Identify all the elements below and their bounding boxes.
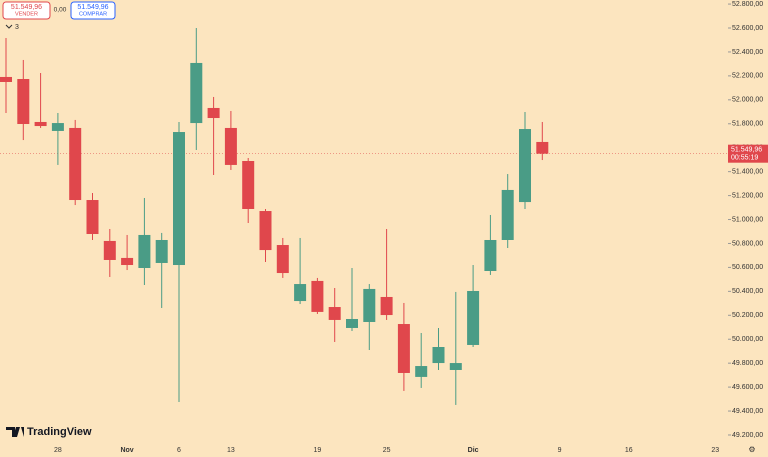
candle-body xyxy=(294,284,307,302)
y-tick-label: 49.400,00 xyxy=(732,408,763,415)
y-tick-label: 50.200,00 xyxy=(732,312,763,319)
candle-body xyxy=(449,363,462,370)
x-tick-label: Nov xyxy=(120,447,133,454)
candle-body xyxy=(69,127,82,201)
candle-body xyxy=(190,62,203,124)
candle-body xyxy=(519,129,531,203)
sell-label: VENDER xyxy=(15,11,38,17)
candle-body xyxy=(536,141,549,154)
candle-body xyxy=(173,132,185,266)
x-tick-label: 16 xyxy=(625,447,633,454)
candle-body xyxy=(311,280,324,312)
y-tick-label: 50.000,00 xyxy=(732,336,763,343)
spread: 0,00 xyxy=(54,7,67,14)
candle-body xyxy=(242,160,255,209)
candle-body xyxy=(501,189,514,240)
candle-body xyxy=(415,366,428,377)
y-tick-label: 52.200,00 xyxy=(732,73,763,80)
x-tick-label: 19 xyxy=(314,447,322,454)
y-tick-label: 49.200,00 xyxy=(732,432,763,439)
y-tick-label: 51.400,00 xyxy=(732,168,763,175)
settings-icon[interactable]: ⚙ xyxy=(748,445,755,454)
sell-price: 51.549,96 xyxy=(11,4,42,11)
indicator-count: 3 xyxy=(15,24,19,31)
indicator-toggle[interactable] xyxy=(5,24,13,29)
y-tick-label: 51.000,00 xyxy=(732,216,763,223)
x-tick-label: 25 xyxy=(383,447,391,454)
x-tick-label: 28 xyxy=(54,447,62,454)
countdown: 00:55:19 xyxy=(731,155,758,162)
candle-body xyxy=(17,79,30,125)
candle-body xyxy=(121,257,134,266)
buy-label: COMPRAR xyxy=(79,11,107,17)
candle-body xyxy=(51,123,64,131)
last-price-box xyxy=(728,144,768,163)
y-tick-label: 50.400,00 xyxy=(732,288,763,295)
x-tick-label: 23 xyxy=(711,447,719,454)
sell-button[interactable] xyxy=(2,1,51,20)
last-price-label: 51.549,96 xyxy=(731,147,762,154)
candle-body xyxy=(328,307,341,320)
candle-body xyxy=(380,296,393,316)
candle-body xyxy=(259,211,272,251)
y-tick-label: 49.600,00 xyxy=(732,384,763,391)
y-tick-label: 50.600,00 xyxy=(732,264,763,271)
candle-body xyxy=(34,121,47,127)
candle-body xyxy=(224,127,237,165)
candle-body xyxy=(484,239,497,271)
candle-body xyxy=(207,107,220,119)
y-tick-label: 49.800,00 xyxy=(732,360,763,367)
candle-body xyxy=(432,347,445,364)
logo-icon xyxy=(6,427,24,437)
candle-body xyxy=(346,318,358,328)
y-tick-label: 52.000,00 xyxy=(732,97,763,104)
y-tick-label: 52.600,00 xyxy=(732,25,763,32)
candle-body xyxy=(138,234,151,269)
buy-button[interactable] xyxy=(70,1,116,20)
candle-body xyxy=(103,240,116,260)
x-tick-label: 13 xyxy=(227,447,235,454)
x-tick-label: 9 xyxy=(558,447,562,454)
candle-body xyxy=(276,245,289,274)
candle-body xyxy=(397,324,410,373)
candle-body xyxy=(363,288,376,322)
y-tick-label: 50.800,00 xyxy=(732,240,763,247)
y-tick-label: 52.400,00 xyxy=(732,49,763,56)
candle-body xyxy=(155,239,168,263)
x-tick-label: 6 xyxy=(177,447,181,454)
candle-body xyxy=(0,76,12,82)
y-tick-label: 51.800,00 xyxy=(732,121,763,128)
y-tick-label: 51.200,00 xyxy=(732,192,763,199)
y-tick-label: 52.800,00 xyxy=(732,1,763,8)
buy-price: 51.549,96 xyxy=(77,4,108,11)
candle-body xyxy=(467,290,480,345)
x-tick-label: Dic xyxy=(468,447,479,454)
candle-body xyxy=(86,200,99,235)
logo: TradingView xyxy=(27,426,92,438)
